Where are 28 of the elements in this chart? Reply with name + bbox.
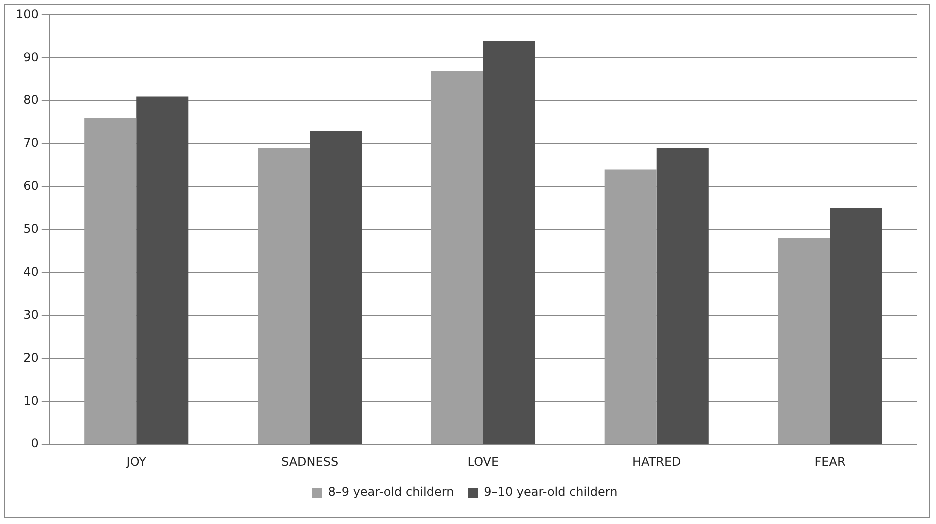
bar	[604, 170, 657, 444]
y-tick-label: 80	[24, 93, 39, 108]
bar	[258, 148, 310, 444]
legend-label: 8–9 year-old childern	[328, 485, 454, 500]
bar	[136, 96, 189, 444]
y-tick-label: 0	[31, 436, 39, 451]
x-tick-label: JOY	[126, 454, 148, 469]
y-tick-label: 30	[24, 308, 39, 322]
y-tick-label: 60	[24, 179, 39, 194]
bar	[431, 71, 484, 444]
bar	[84, 118, 137, 444]
y-tick-label: 20	[24, 350, 39, 365]
bar	[310, 131, 362, 444]
y-tick-label: 40	[24, 264, 39, 279]
bar	[830, 208, 882, 444]
bar	[778, 238, 830, 444]
y-tick-label: 100	[16, 7, 39, 22]
x-tick-label: HATRED	[632, 454, 682, 469]
legend-label: 9–10 year-old childern	[484, 485, 618, 500]
bar	[656, 148, 709, 444]
y-tick-label: 90	[24, 50, 39, 64]
bar	[483, 40, 536, 444]
y-tick-label: 10	[24, 394, 39, 408]
y-tick-label: 50	[24, 222, 39, 236]
x-tick-label: SADNESS	[281, 454, 339, 469]
y-tick-label: 70	[24, 136, 39, 150]
x-tick-label: LOVE	[468, 454, 500, 469]
x-tick-label: FEAR	[814, 454, 846, 469]
